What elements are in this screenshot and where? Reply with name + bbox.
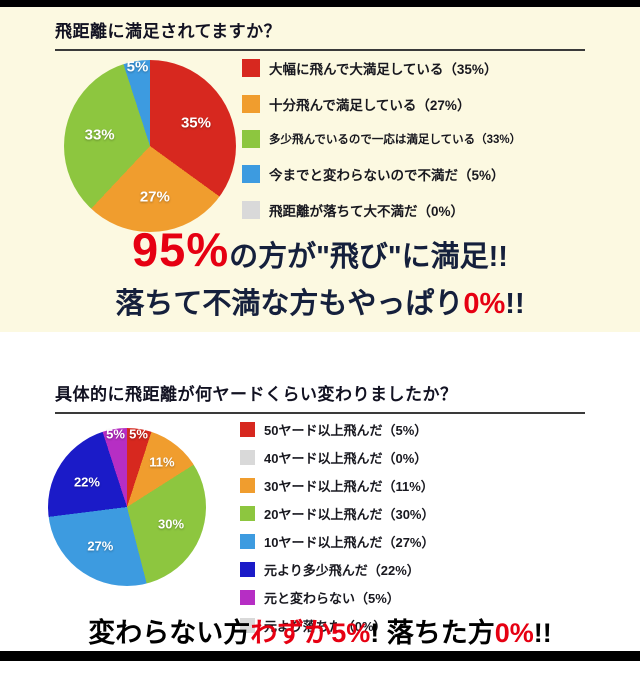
legend-swatch (240, 450, 255, 465)
legend-item: 20ヤード以上飛んだ（30%） (240, 504, 434, 523)
legend-swatch (240, 562, 255, 577)
legend-item: 10ヤード以上飛んだ（27%） (240, 532, 434, 551)
pie-slice-label: 30% (158, 516, 185, 532)
legend-swatch (240, 618, 255, 633)
pie-slice-label: 27% (139, 188, 170, 206)
legend-item: 今までと変わらないので不満だ（5%） (242, 164, 521, 184)
legend-item: 50ヤード以上飛んだ（5%） (240, 420, 434, 439)
legend-label: 十分飛んで満足している（27%） (269, 98, 471, 113)
yardage-headline-red-5: わずか5% (250, 618, 371, 648)
legend-label: 50ヤード以上飛んだ（5%） (264, 423, 428, 438)
subheadline-text-post: !! (505, 288, 525, 320)
yardage-headline-p2: ! 落ちた方 (370, 618, 495, 648)
legend-label: 元より多少飛んだ（22%） (264, 563, 420, 578)
legend-swatch (240, 506, 255, 521)
legend-item: 元と変わらない（5%） (240, 588, 434, 607)
pie-slice-label: 27% (87, 538, 114, 554)
yardage-headline-red-0: 0% (494, 618, 534, 648)
legend-swatch (242, 201, 260, 219)
legend-swatch (242, 165, 260, 183)
legend-item: 大幅に飛んで大満足している（35%） (242, 58, 521, 78)
satisfaction-pie-chart: 35% 27% 33% 5% (64, 58, 236, 232)
subheadline-text-pre: 落ちて不満な方もやっぱり (115, 288, 464, 320)
top-divider-bar (0, 0, 640, 7)
legend-label: 今までと変わらないので不満だ（5%） (269, 168, 505, 183)
legend-item: 30ヤード以上飛んだ（11%） (240, 476, 434, 495)
legend-swatch (240, 534, 255, 549)
satisfaction-headline: 95%の方が"飛び"に満足!! (0, 226, 640, 273)
legend-label: 20ヤード以上飛んだ（30%） (264, 507, 435, 522)
headline-text: の方が"飛び"に満足!! (229, 241, 508, 273)
bottom-divider-bar (0, 651, 640, 661)
legend-swatch (240, 590, 255, 605)
legend-label: 30ヤード以上飛んだ（11%） (264, 479, 434, 494)
legend-item: 元より落ちた（0%） (240, 616, 434, 635)
pie-slice-label: 5% (126, 58, 149, 76)
legend-item: 40ヤード以上飛んだ（0%） (240, 448, 434, 467)
pie-slice-label: 35% (180, 114, 211, 132)
pie-slice-label: 22% (73, 474, 100, 490)
legend-label: 40ヤード以上飛んだ（0%） (264, 451, 428, 466)
yardage-pie-chart: 5% 11% 30% 27% 22% 5% (48, 426, 206, 586)
satisfaction-subheadline: 落ちて不満な方もやっぱり0%!! (0, 280, 640, 322)
legend-swatch (242, 59, 260, 77)
satisfaction-legend: 大幅に飛んで大満足している（35%） 十分飛んで満足している（27%） 多少飛んでい… (242, 58, 521, 220)
legend-swatch (242, 95, 260, 113)
yardage-legend: 50ヤード以上飛んだ（5%） 40ヤード以上飛んだ（0%） 30ヤード以上飛んだ（1… (240, 420, 434, 635)
subheadline-percent-0: 0% (463, 288, 506, 320)
pie-slice-label: 33% (84, 126, 115, 144)
legend-label: 大幅に飛んで大満足している（35%） (269, 62, 498, 77)
legend-label: 元より落ちた（0%） (264, 619, 387, 634)
pie-slice-label: 11% (149, 454, 175, 470)
legend-label: 元と変わらない（5%） (264, 591, 400, 606)
pie-slice-label: 5% (129, 426, 148, 442)
legend-item: 元より多少飛んだ（22%） (240, 560, 434, 579)
legend-label: 飛距離が落ちて大不満だ（0%） (269, 204, 465, 219)
yardage-headline-p1: 変わらない方 (88, 618, 251, 648)
legend-swatch (240, 478, 255, 493)
legend-swatch (240, 422, 255, 437)
legend-item: 飛距離が落ちて大不満だ（0%） (242, 200, 521, 220)
legend-label: 多少飛んでいるので一応は満足している（33%） (269, 134, 522, 146)
yardage-chart-title: 具体的に飛距離が何ヤードくらい変わりましたか？ (55, 380, 585, 414)
legend-item: 多少飛んでいるので一応は満足している（33%） (242, 130, 521, 148)
legend-swatch (242, 130, 260, 148)
legend-item: 十分飛んで満足している（27%） (242, 94, 521, 114)
satisfaction-chart-title: 飛距離に満足されてますか？ (55, 17, 585, 51)
pie-slice-label: 5% (106, 426, 125, 442)
yardage-headline: 変わらない方わずか5%! 落ちた方0%!! (0, 611, 640, 650)
yardage-headline-p3: !! (533, 618, 552, 648)
legend-label: 10ヤード以上飛んだ（27%） (264, 535, 435, 550)
headline-percent-95: 95% (132, 223, 230, 276)
